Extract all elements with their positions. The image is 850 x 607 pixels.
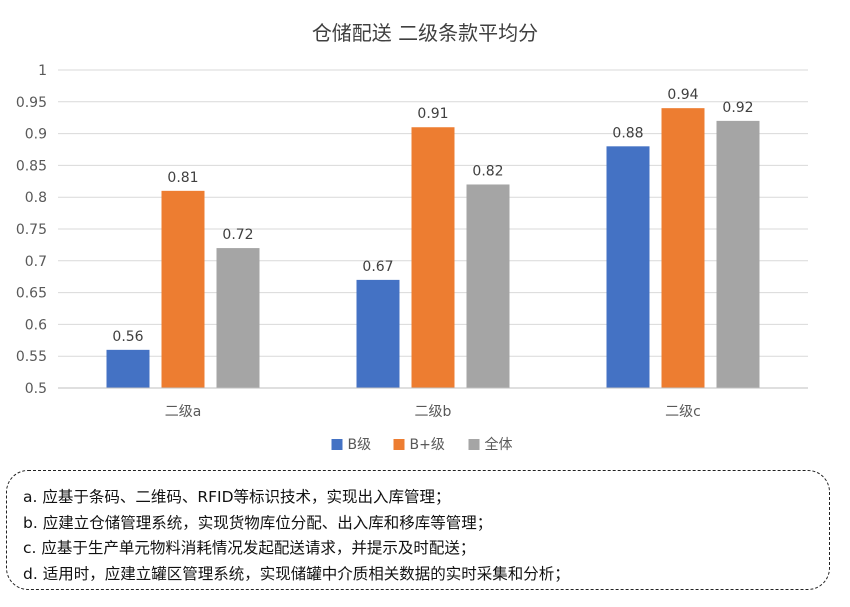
bar-2-1	[161, 190, 205, 388]
bar-3-3	[716, 120, 760, 388]
y-tick-label: 0.9	[25, 127, 47, 143]
x-tick-label: 二级c	[665, 404, 701, 420]
data-label: 0.92	[722, 100, 753, 116]
data-label: 0.91	[417, 106, 448, 122]
data-label: 0.82	[472, 163, 503, 179]
y-tick-label: 0.85	[16, 158, 47, 174]
data-label: 0.56	[112, 329, 143, 345]
data-label: 0.88	[612, 125, 643, 141]
x-tick-label: 二级b	[415, 404, 452, 420]
y-tick-label: 0.95	[16, 95, 47, 111]
y-tick-label: 0.5	[25, 381, 47, 397]
data-label: 0.72	[222, 227, 253, 243]
bar-1-3	[606, 146, 650, 388]
y-tick-label: 0.75	[16, 222, 47, 238]
y-tick-label: 0.65	[16, 286, 47, 302]
note-d: d. 适用时，应建立罐区管理系统，实现储罐中介质相关数据的实时采集和分析；	[23, 564, 570, 583]
legend-label: 全体	[485, 436, 513, 453]
notes-box: a. 应基于条码、二维码、RFID等标识技术，实现出入库管理； b. 应建立仓储…	[6, 470, 830, 590]
legend-swatch	[331, 439, 343, 450]
y-tick-label: 0.8	[25, 190, 47, 206]
bar-2-3	[661, 108, 705, 388]
data-label: 0.94	[667, 87, 698, 103]
x-tick-label: 二级a	[165, 404, 202, 420]
bar-1-2	[356, 279, 400, 388]
note-a: a. 应基于条码、二维码、RFID等标识技术，实现出入库管理；	[23, 488, 451, 506]
y-tick-label: 0.55	[16, 349, 47, 365]
data-label: 0.81	[167, 170, 198, 186]
chart-title: 仓储配送 二级条款平均分	[312, 21, 538, 45]
y-tick-label: 0.6	[25, 317, 47, 333]
bar-chart: 仓储配送 二级条款平均分 0.5 0.55 0.6 0.65 0.7 0.75 0.8 0.85…	[16, 21, 808, 453]
y-tick-label: 0.7	[25, 254, 47, 270]
note-c: c. 应基于生产单元物料消耗情况发起配送请求，并提示及时配送；	[23, 539, 476, 557]
note-b: b. 应建立仓储管理系统，实现货物库位分配、出入库和移库等管理；	[23, 513, 493, 532]
legend-label: B+级	[410, 437, 445, 453]
legend-swatch	[393, 439, 405, 450]
y-tick-label: 1	[38, 63, 47, 79]
legend-swatch	[468, 439, 480, 450]
data-label: 0.67	[362, 259, 393, 275]
bar-3-2	[466, 184, 510, 388]
bar-1-1	[106, 349, 150, 388]
bar-3-1	[216, 248, 260, 388]
bar-2-2	[411, 127, 455, 389]
legend-label: B级	[348, 437, 372, 453]
